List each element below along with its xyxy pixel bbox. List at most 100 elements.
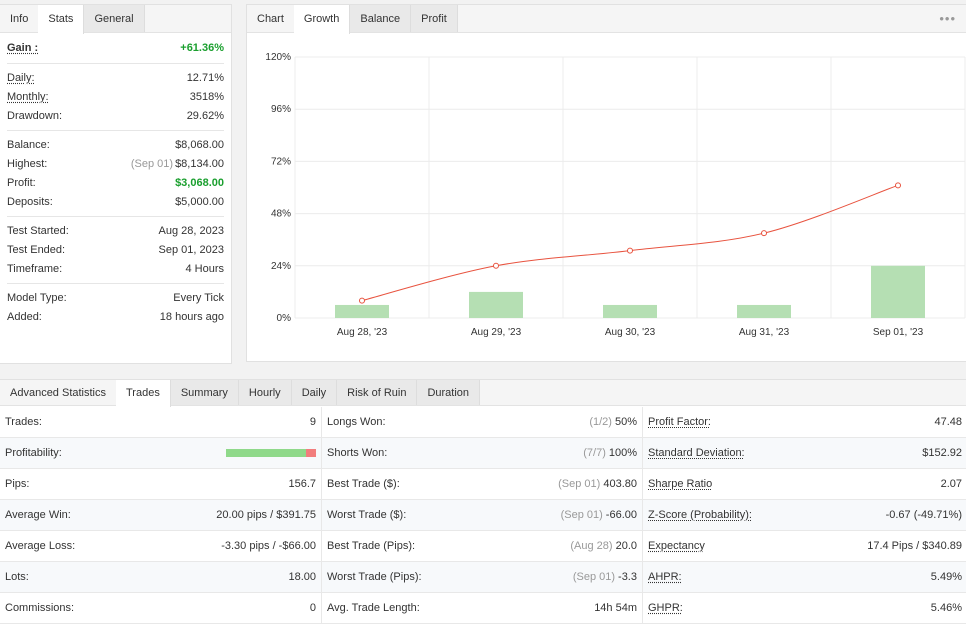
info-tabbar: Info Stats General <box>0 5 231 34</box>
stat-label[interactable]: Expectancy <box>648 540 705 552</box>
stat-value: 403.80 <box>603 478 637 490</box>
rate-value: 12.71% <box>186 71 224 84</box>
stat-detail: (Sep 01) <box>572 571 616 583</box>
stat-cell: Shorts Won: (7/7) 100% <box>322 438 643 468</box>
growth-point <box>359 297 365 304</box>
tab-hourly[interactable]: Hourly <box>238 380 292 405</box>
stat-label[interactable]: GHPR: <box>648 602 683 614</box>
stat-value: 18.00 <box>288 571 316 583</box>
bar <box>737 304 791 318</box>
stat-label[interactable]: Profit Factor: <box>648 416 711 428</box>
stat-value: 100% <box>608 447 637 459</box>
stat-cell: Best Trade (Pips): (Aug 28) 20.0 <box>322 531 643 561</box>
stat-cell: Sharpe Ratio 2.07 <box>643 469 966 499</box>
meta-row: Added: 18 hours ago <box>7 307 224 326</box>
gain-value: +61.36% <box>180 42 224 54</box>
stat-value: 20.00 pips / $391.75 <box>216 509 316 521</box>
gain-row: Gain : +61.36% <box>7 33 224 63</box>
gain-label[interactable]: Gain : <box>7 42 39 54</box>
stat-value: 20.0 <box>615 540 637 552</box>
stat-cell: Lots: 18.00 <box>0 562 322 592</box>
tab-duration[interactable]: Duration <box>417 380 481 405</box>
profit-row: Profit: $3,068.00 <box>7 173 224 192</box>
bar <box>469 291 523 318</box>
y-tick-label: 24% <box>271 261 291 272</box>
growth-point <box>895 182 901 189</box>
stat-cell: Average Loss: -3.30 pips / -$66.00 <box>0 531 322 561</box>
stat-label[interactable]: Sharpe Ratio <box>648 478 713 490</box>
stat-cell: Expectancy 17.4 Pips / $340.89 <box>643 531 966 561</box>
profit-label: Profit: <box>7 176 36 189</box>
info-rows: Gain : +61.36% Daily: 12.71% Monthly: 3518%… <box>0 33 231 326</box>
test-label: Test Ended: <box>7 243 66 256</box>
stat-value: 2.07 <box>940 478 962 490</box>
stat-value: 156.7 <box>288 478 316 490</box>
test-label: Test Started: <box>7 224 69 237</box>
highest-date: (Sep 01) <box>130 157 174 170</box>
stat-detail: (Sep 01) <box>560 509 603 521</box>
stat-cell: Longs Won: (1/2) 50% <box>322 407 643 437</box>
rate-label[interactable]: Daily: <box>7 71 35 84</box>
y-tick-label: 96% <box>271 104 291 115</box>
tab-growth[interactable]: Growth <box>293 5 351 34</box>
bar <box>871 265 925 318</box>
rate-row: Daily: 12.71% <box>7 68 224 87</box>
divider <box>7 216 224 217</box>
x-tick-label: Aug 29, '23 <box>471 327 522 338</box>
growth-point <box>627 247 633 254</box>
stat-value: -3.30 pips / -$66.00 <box>221 540 316 552</box>
stat-label[interactable]: AHPR: <box>648 571 682 583</box>
stat-label: Best Trade (Pips): <box>327 540 416 552</box>
profitability-lost <box>306 449 316 457</box>
x-tick-label: Aug 31, '23 <box>739 327 790 338</box>
stat-cell: Trades: 9 <box>0 407 322 437</box>
stat-label: Trades: <box>5 416 42 428</box>
profitability-won <box>226 449 307 457</box>
tab-info[interactable]: Info <box>0 5 39 32</box>
y-tick-label: 48% <box>271 209 291 220</box>
stat-cell: Z-Score (Probability): -0.67 (-49.71%) <box>643 500 966 530</box>
stat-cell: Pips: 156.7 <box>0 469 322 499</box>
deposits-value: $5,000.00 <box>175 195 224 208</box>
stat-label: Lots: <box>5 571 29 583</box>
tab-chart[interactable]: Chart <box>247 5 294 32</box>
rate-value: 3518% <box>189 90 224 103</box>
stat-detail: (7/7) <box>583 447 606 459</box>
stat-label[interactable]: Z-Score (Probability): <box>648 509 752 521</box>
tab-daily[interactable]: Daily <box>291 380 338 405</box>
stat-cell: Best Trade ($): (Sep 01) 403.80 <box>322 469 643 499</box>
bar <box>603 304 657 318</box>
stats-row: Pips: 156.7 Best Trade ($): (Sep 01) 403.80 S… <box>0 469 966 500</box>
tab-summary[interactable]: Summary <box>170 380 239 405</box>
tab-profit[interactable]: Profit <box>411 5 458 32</box>
tab-risk-of-ruin[interactable]: Risk of Ruin <box>337 380 418 405</box>
stat-detail: (Aug 28) <box>570 540 613 552</box>
balance-value: $8,068.00 <box>175 138 224 151</box>
tab-general[interactable]: General <box>84 5 145 32</box>
x-tick-label: Aug 30, '23 <box>605 327 656 338</box>
more-horizontal-icon[interactable]: ••• <box>939 11 956 26</box>
stat-value: -0.67 (-49.71%) <box>885 509 962 521</box>
stat-label: Pips: <box>5 478 30 490</box>
test-row: Test Started: Aug 28, 2023 <box>7 221 224 240</box>
test-value: Sep 01, 2023 <box>158 243 224 256</box>
stat-value: 5.49% <box>930 571 962 583</box>
rate-label[interactable]: Monthly: <box>7 90 49 103</box>
stat-value: $152.92 <box>922 447 962 459</box>
stat-cell: Commissions: 0 <box>0 593 322 623</box>
profit-value: $3,068.00 <box>175 176 224 189</box>
stat-label[interactable]: Standard Deviation: <box>648 447 745 459</box>
stats-row: Commissions: 0 Avg. Trade Length: 14h 54m GH… <box>0 593 966 624</box>
tab-balance[interactable]: Balance <box>350 5 412 32</box>
stat-value: 5.46% <box>930 602 962 614</box>
adv-tabbar: Advanced Statistics Trades Summary Hourl… <box>0 380 966 407</box>
highest-row: Highest: (Sep 01) $8,134.00 <box>7 154 224 173</box>
stats-row: Trades: 9 Longs Won: (1/2) 50% Profit Factor:… <box>0 407 966 438</box>
y-tick-label: 72% <box>271 156 291 167</box>
stats-row: Average Win: 20.00 pips / $391.75 Worst Tr… <box>0 500 966 531</box>
stat-cell: Profitability: <box>0 438 322 468</box>
tab-trades[interactable]: Trades <box>116 380 171 407</box>
stat-label: Average Win: <box>5 509 71 521</box>
stat-detail: (Sep 01) <box>558 478 601 490</box>
tab-stats[interactable]: Stats <box>38 5 85 34</box>
